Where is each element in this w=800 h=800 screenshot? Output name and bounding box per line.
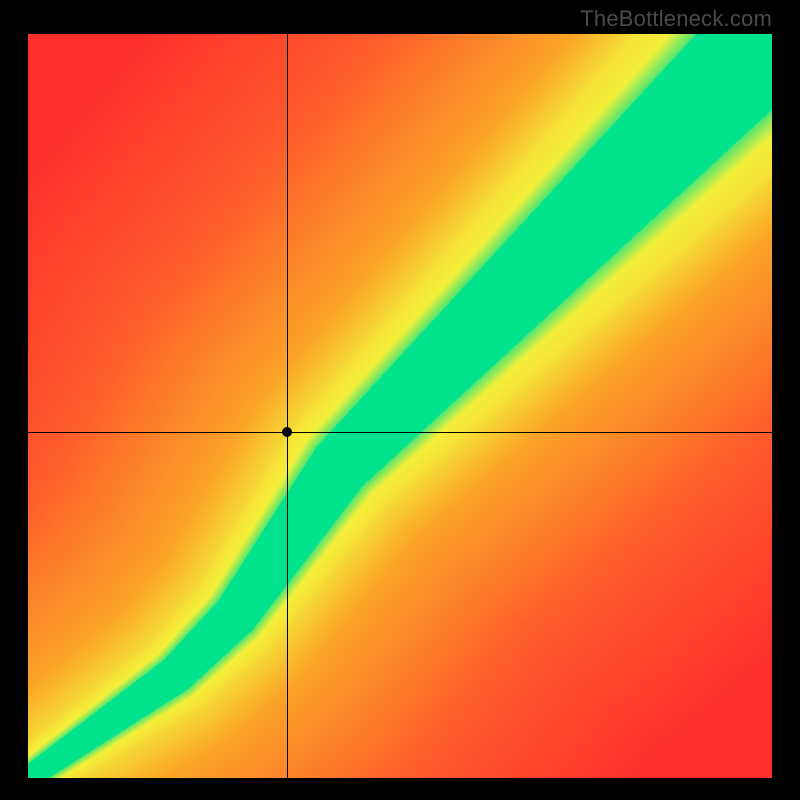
crosshair-horizontal [28, 432, 772, 433]
chart-container: TheBottleneck.com [0, 0, 800, 800]
crosshair-vertical [287, 34, 288, 778]
watermark-text: TheBottleneck.com [580, 6, 772, 32]
heatmap-canvas [28, 34, 772, 778]
crosshair-point [282, 427, 292, 437]
